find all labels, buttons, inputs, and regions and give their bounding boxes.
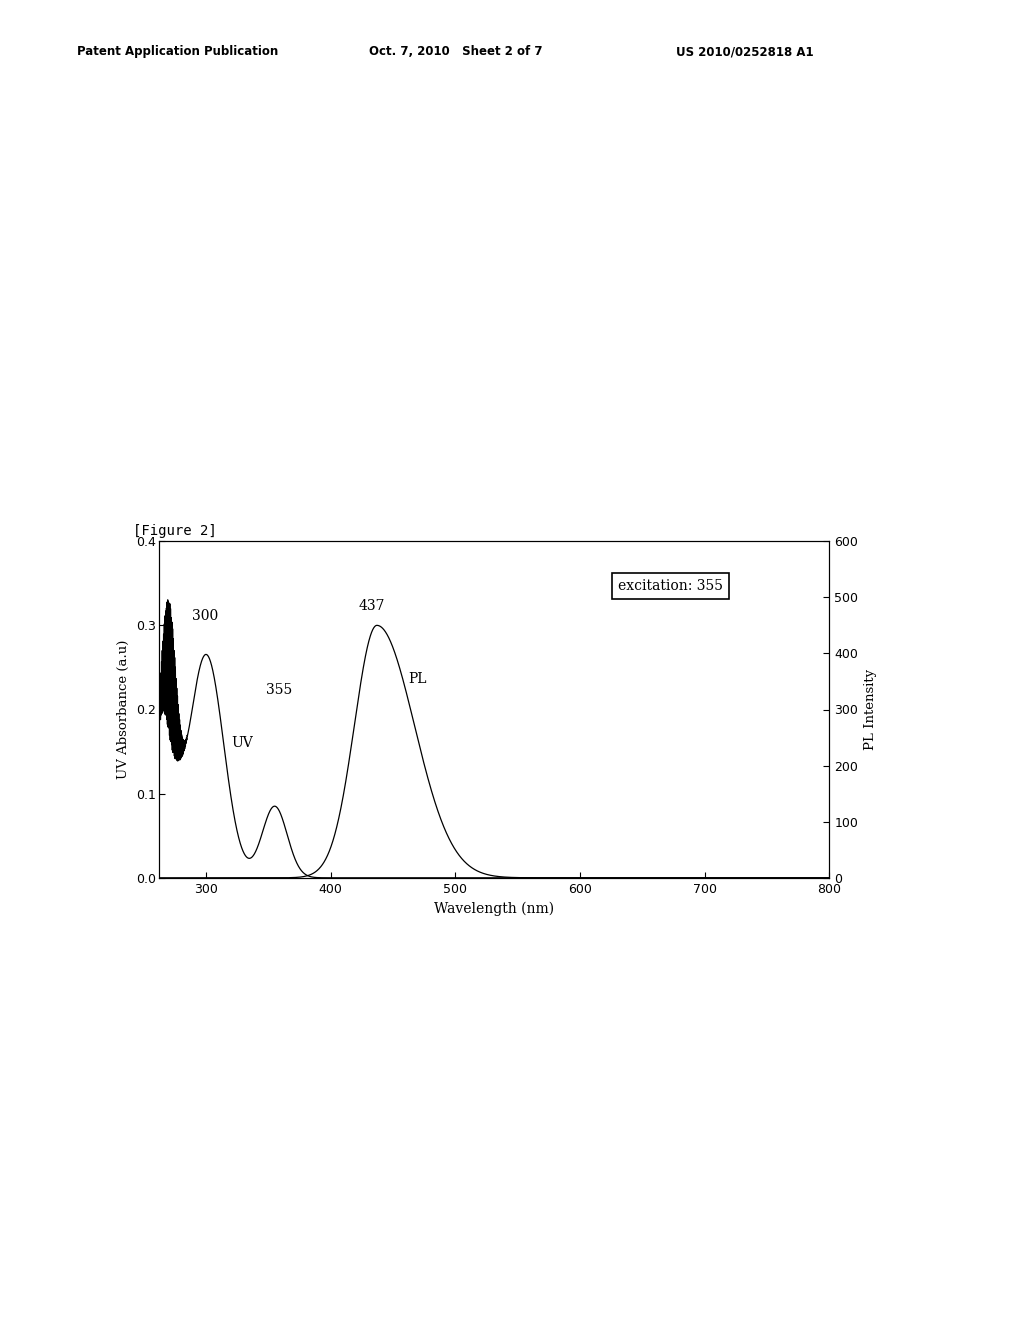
Text: Oct. 7, 2010   Sheet 2 of 7: Oct. 7, 2010 Sheet 2 of 7	[369, 45, 542, 58]
Text: Patent Application Publication: Patent Application Publication	[77, 45, 279, 58]
X-axis label: Wavelength (nm): Wavelength (nm)	[434, 902, 554, 916]
Text: UV: UV	[231, 737, 253, 750]
Text: PL: PL	[408, 672, 427, 685]
Text: 437: 437	[358, 599, 385, 614]
Y-axis label: PL Intensity: PL Intensity	[864, 669, 877, 750]
Text: US 2010/0252818 A1: US 2010/0252818 A1	[676, 45, 813, 58]
Y-axis label: UV Absorbance (a.u): UV Absorbance (a.u)	[118, 640, 130, 779]
Text: 300: 300	[193, 610, 219, 623]
Text: 355: 355	[266, 684, 292, 697]
Text: excitation: 355: excitation: 355	[618, 579, 723, 593]
Text: [Figure 2]: [Figure 2]	[133, 524, 217, 537]
